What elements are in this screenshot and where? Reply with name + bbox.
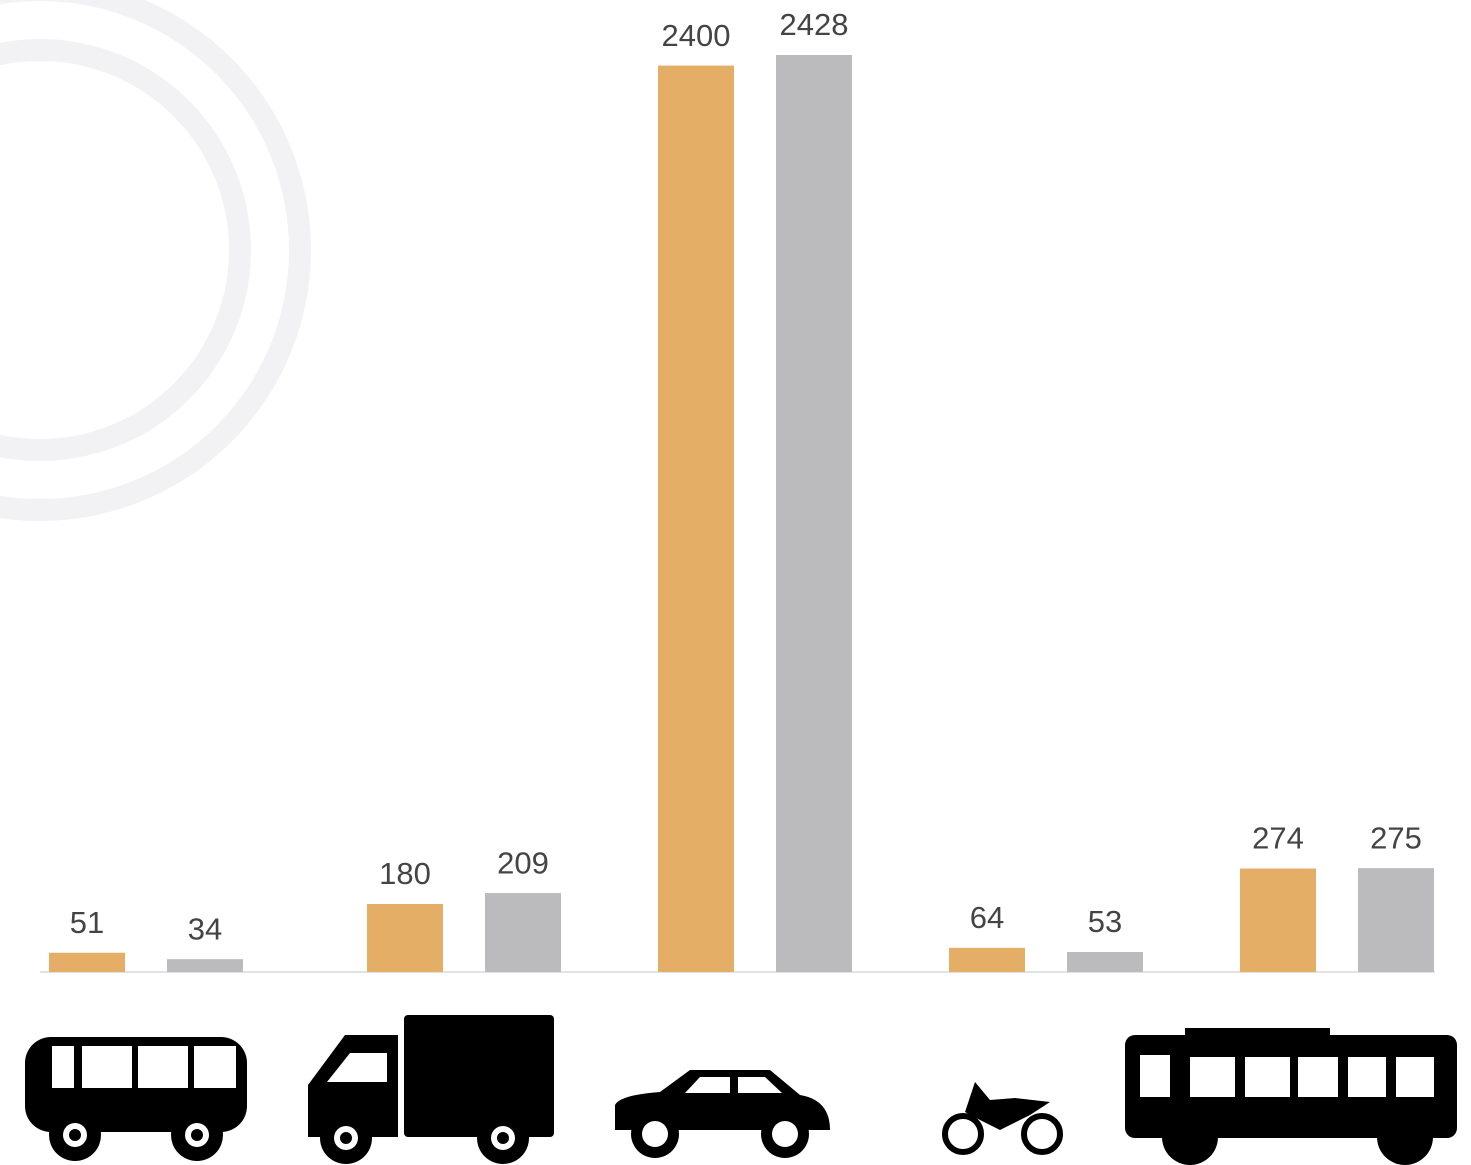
value-label: 51 <box>70 905 104 940</box>
bar <box>167 959 243 972</box>
value-label: 34 <box>188 911 222 946</box>
bar <box>776 55 852 972</box>
bar <box>367 904 443 972</box>
value-label: 274 <box>1252 821 1304 856</box>
value-label: 53 <box>1088 904 1122 939</box>
car-icon <box>615 1070 830 1158</box>
watermark <box>0 0 311 521</box>
motorcycle-icon <box>942 1082 1063 1155</box>
minibus-icon <box>25 1037 247 1161</box>
bar <box>485 893 561 972</box>
value-label: 275 <box>1370 820 1422 855</box>
bar <box>949 947 1025 972</box>
value-label: 209 <box>497 845 549 880</box>
bar <box>49 952 125 972</box>
bar <box>1240 868 1316 972</box>
bar <box>1358 868 1434 972</box>
value-label: 64 <box>970 900 1004 935</box>
bar <box>1067 951 1143 972</box>
value-label: 2428 <box>780 7 849 42</box>
truck-icon <box>308 1015 554 1164</box>
category-icons <box>25 1015 1457 1165</box>
value-label: 180 <box>379 856 431 891</box>
bus-icon <box>1125 1028 1457 1165</box>
bar <box>658 65 734 973</box>
value-label: 2400 <box>662 18 731 53</box>
